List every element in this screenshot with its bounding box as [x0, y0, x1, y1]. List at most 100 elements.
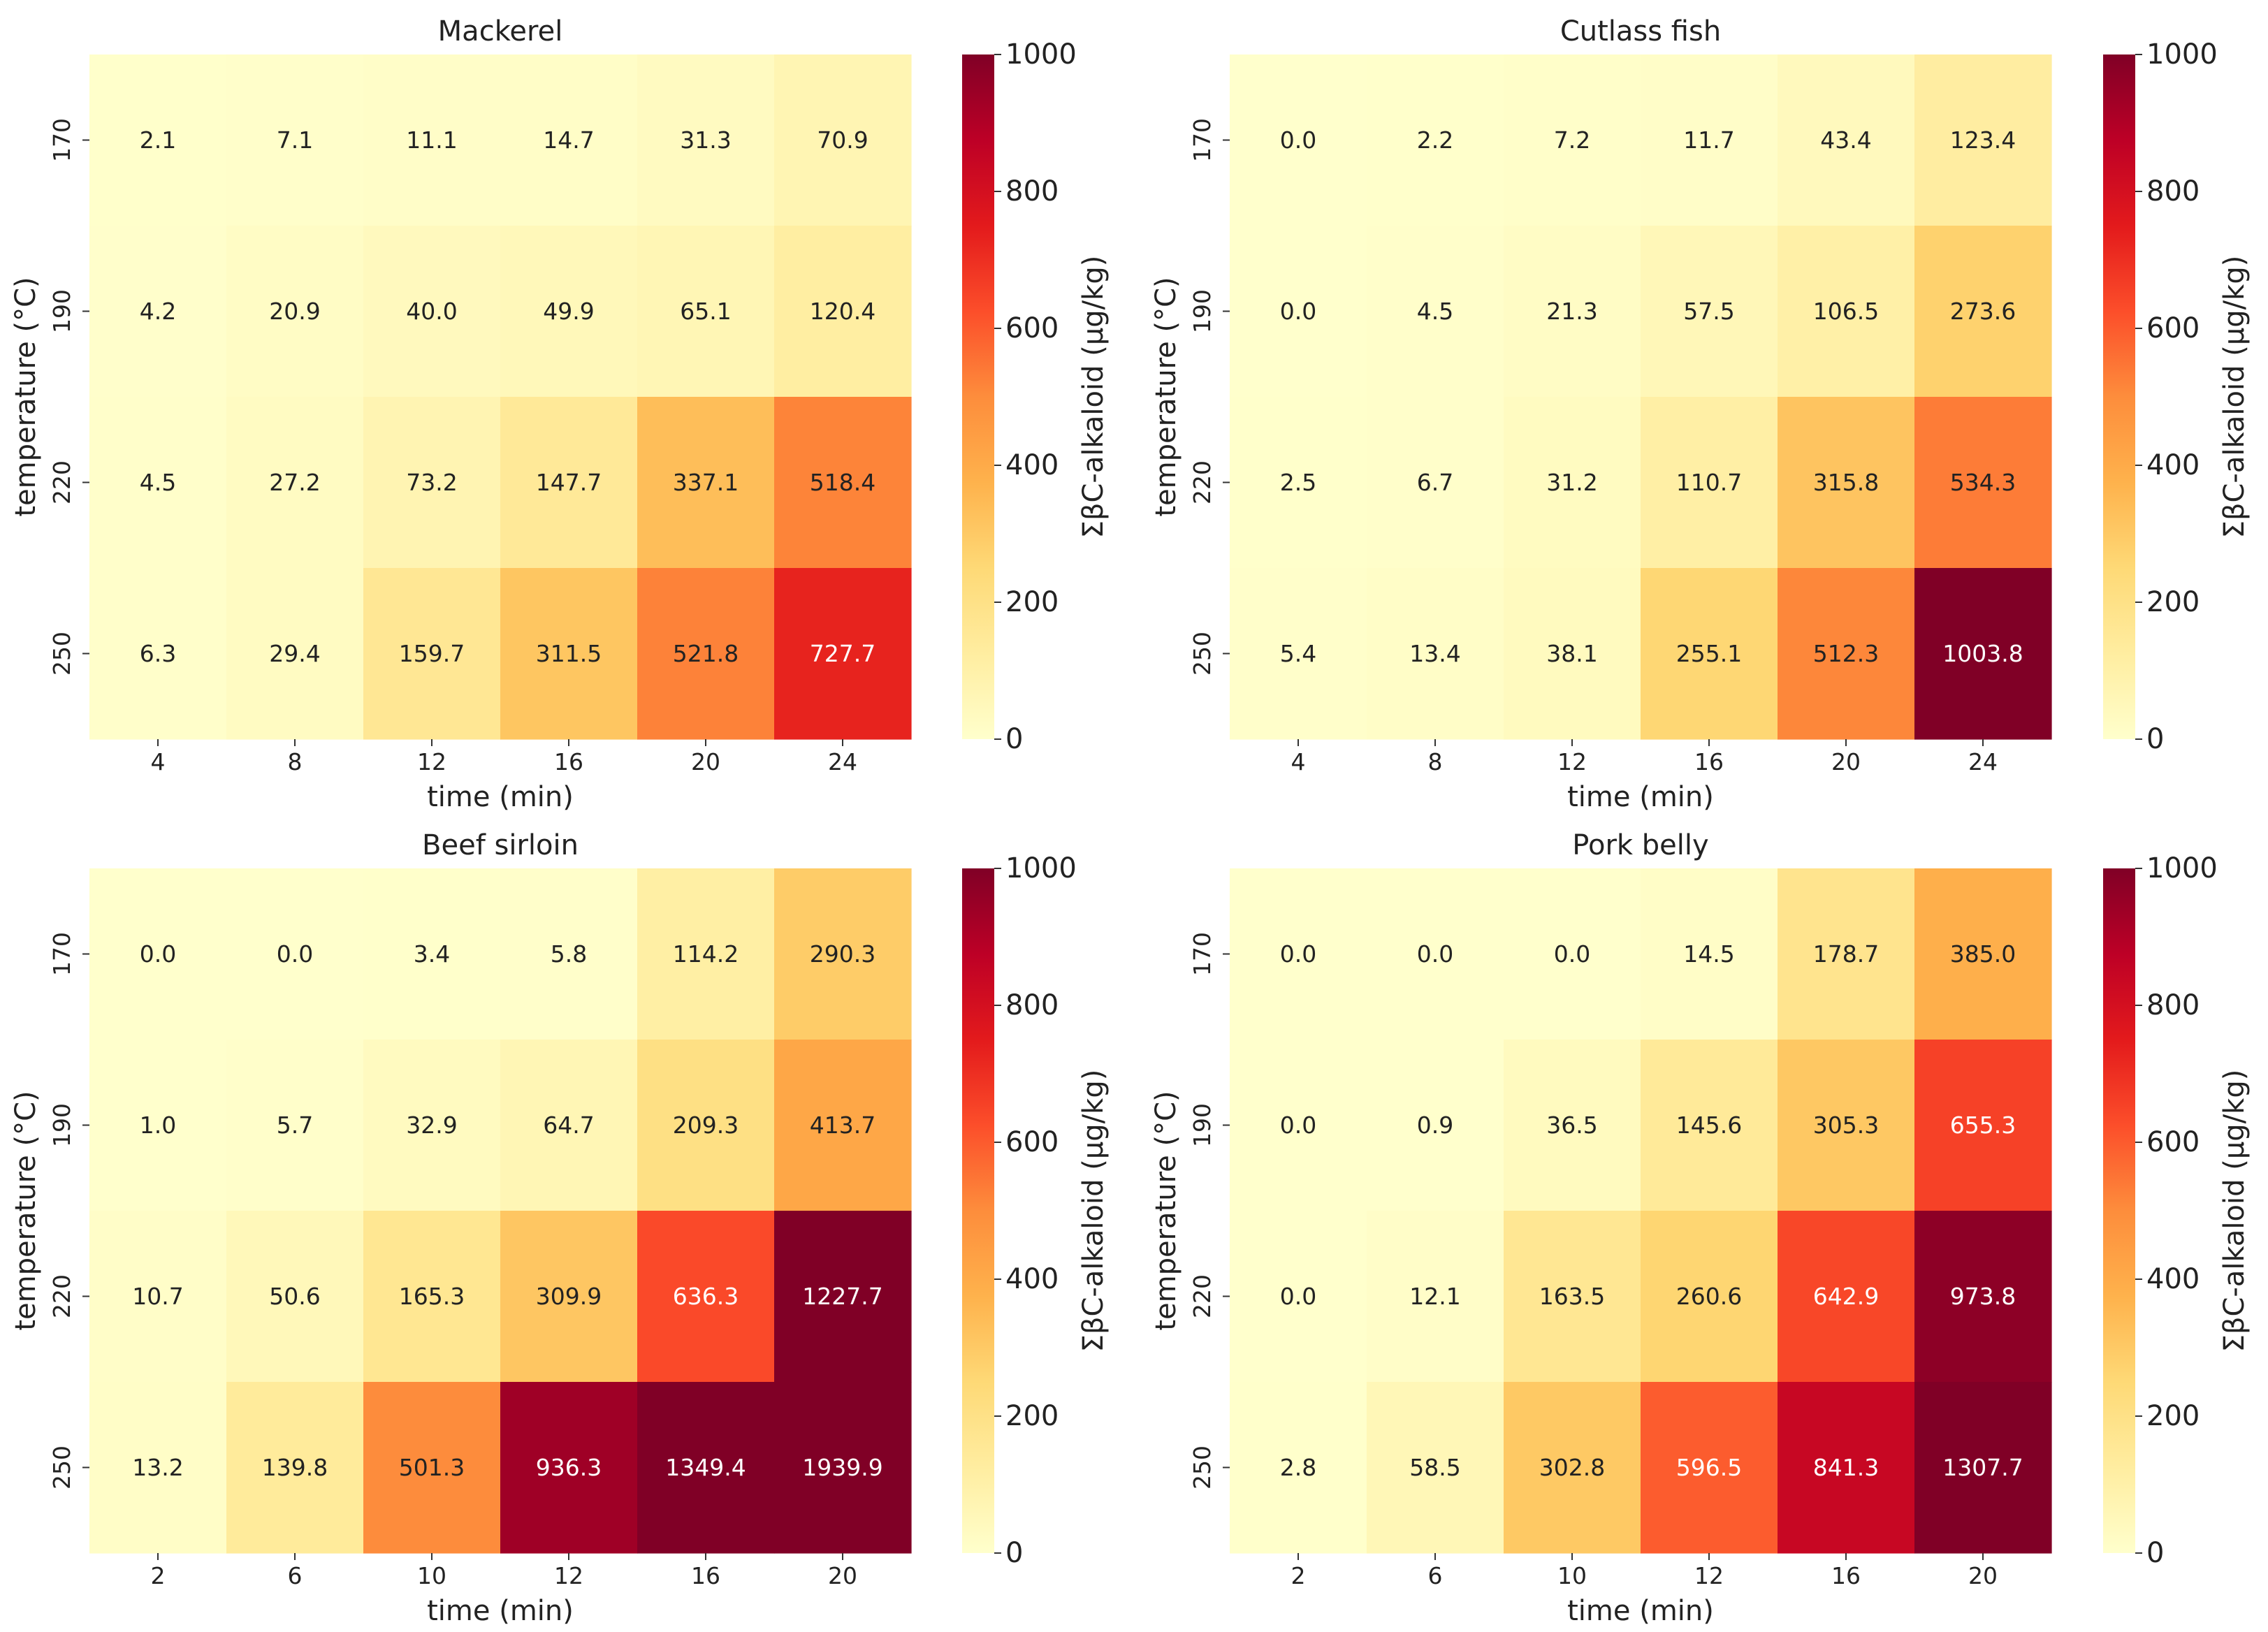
- cell-value-label: 31.3: [680, 126, 731, 154]
- cell-value-label: 13.2: [132, 1454, 183, 1481]
- cell-value-label: 642.9: [1813, 1283, 1879, 1310]
- cell-value-label: 58.5: [1409, 1454, 1460, 1481]
- heatmap-cell: [363, 568, 501, 740]
- heatmap-cell: [226, 1040, 364, 1211]
- heatmap-cell: [1367, 1382, 1504, 1554]
- heatmap-cell: [1778, 868, 1915, 1040]
- cell-value-label: 290.3: [810, 940, 875, 968]
- heatmap-cell: [1914, 568, 2052, 740]
- heatmap-cell: [226, 1211, 364, 1383]
- colorbar-tick-label: 0: [2146, 723, 2164, 755]
- colorbar-tick-label: 0: [1005, 723, 1023, 755]
- cell-value-label: 273.6: [1950, 298, 2016, 325]
- panel-title: Mackerel: [438, 15, 563, 48]
- heatmap-cell: [1914, 226, 2052, 398]
- colorbar-tick-label: 400: [1005, 449, 1059, 481]
- heatmap-cell: [1778, 397, 1915, 569]
- heatmap-cell: [226, 397, 364, 569]
- cell-value-label: 106.5: [1813, 298, 1879, 325]
- cell-value-label: 1939.9: [802, 1454, 882, 1481]
- cell-value-label: 841.3: [1813, 1454, 1879, 1481]
- panel-title: Beef sirloin: [422, 829, 579, 861]
- x-tick-label: 8: [288, 748, 303, 775]
- cell-value-label: 0.0: [1280, 126, 1316, 154]
- heatmap-cell: [1230, 1211, 1367, 1383]
- colorbar: [962, 54, 994, 739]
- cell-value-label: 260.6: [1676, 1283, 1742, 1310]
- cell-value-label: 27.2: [269, 469, 320, 496]
- colorbar-tick-label: 600: [1005, 1126, 1059, 1158]
- cell-value-label: 5.4: [1280, 640, 1316, 667]
- cell-value-label: 0.0: [1280, 298, 1316, 325]
- cell-value-label: 145.6: [1676, 1112, 1742, 1139]
- heatmap-cell: [89, 1382, 227, 1554]
- y-tick-label: 250: [48, 632, 75, 676]
- cell-value-label: 114.2: [673, 940, 739, 968]
- heatmap-cell: [1778, 54, 1915, 226]
- y-axis-label: temperature (°C): [10, 1091, 42, 1330]
- heatmap-panel: Cutlass fish 0.0 2.2 7.2 11.7 43.4 123.4 0.0 4.5…: [1150, 15, 2251, 813]
- colorbar-tick-label: 200: [1005, 586, 1059, 618]
- cell-value-label: 2.8: [1280, 1454, 1316, 1481]
- heatmap-cell: [637, 54, 775, 226]
- x-tick-label: 12: [1694, 1562, 1724, 1589]
- cell-value-label: 11.1: [406, 126, 457, 154]
- cell-value-label: 413.7: [810, 1112, 875, 1139]
- cell-value-label: 2.2: [1417, 126, 1453, 154]
- cell-value-label: 0.0: [140, 940, 176, 968]
- heatmap-cell: [363, 54, 501, 226]
- x-tick-label: 6: [1428, 1562, 1443, 1589]
- y-tick-label: 170: [1188, 118, 1216, 162]
- heatmap-cell: [89, 226, 227, 398]
- cell-value-label: 165.3: [399, 1283, 465, 1310]
- cell-value-label: 936.3: [536, 1454, 602, 1481]
- x-tick-label: 12: [417, 748, 446, 775]
- heatmap-cell: [1778, 1211, 1915, 1383]
- heatmap-cell: [1641, 868, 1778, 1040]
- colorbar-tick-label: 400: [2146, 449, 2200, 481]
- heatmap-cell: [500, 226, 638, 398]
- cell-value-label: 21.3: [1546, 298, 1597, 325]
- cell-value-label: 36.5: [1546, 1112, 1597, 1139]
- heatmap-cell: [1504, 397, 1641, 569]
- heatmap-cell: [226, 868, 364, 1040]
- cell-value-label: 0.0: [1417, 940, 1453, 968]
- colorbar: [2103, 54, 2135, 739]
- heatmap-cell: [774, 568, 912, 740]
- colorbar-tick-label: 1000: [2146, 38, 2218, 71]
- panel-title: Cutlass fish: [1560, 15, 1721, 48]
- cell-value-label: 534.3: [1950, 469, 2016, 496]
- heatmap-cell: [774, 226, 912, 398]
- heatmap-cell: [500, 568, 638, 740]
- heatmap-cell: [1504, 868, 1641, 1040]
- cell-value-label: 20.9: [269, 298, 320, 325]
- cell-value-label: 64.7: [543, 1112, 594, 1139]
- heatmap-cell: [500, 54, 638, 226]
- cell-value-label: 1.0: [140, 1112, 176, 1139]
- heatmap-cell: [637, 226, 775, 398]
- heatmap-cell: [637, 397, 775, 569]
- colorbar-label: ΣβC-alkaloid (μg/kg): [2218, 1070, 2251, 1353]
- cell-value-label: 512.3: [1813, 640, 1879, 667]
- heatmap-cell: [89, 397, 227, 569]
- heatmap-cell: [1641, 226, 1778, 398]
- x-axis-label: time (min): [427, 781, 574, 813]
- heatmap-cell: [1230, 1382, 1367, 1554]
- x-tick-label: 4: [151, 748, 166, 775]
- heatmap-cell: [363, 226, 501, 398]
- y-tick-label: 250: [1188, 632, 1216, 676]
- y-tick-label: 190: [1188, 289, 1216, 333]
- colorbar: [2103, 868, 2135, 1553]
- cell-value-label: 5.7: [277, 1112, 313, 1139]
- x-tick-label: 20: [828, 1562, 857, 1589]
- heatmap-cell: [226, 1382, 364, 1554]
- cell-value-label: 3.4: [414, 940, 450, 968]
- cell-value-label: 13.4: [1409, 640, 1460, 667]
- x-tick-label: 20: [1831, 748, 1861, 775]
- heatmap-cell: [637, 1211, 775, 1383]
- heatmap-cell: [1504, 54, 1641, 226]
- x-tick-label: 6: [288, 1562, 303, 1589]
- y-tick-label: 220: [48, 1274, 75, 1318]
- cell-value-label: 120.4: [810, 298, 875, 325]
